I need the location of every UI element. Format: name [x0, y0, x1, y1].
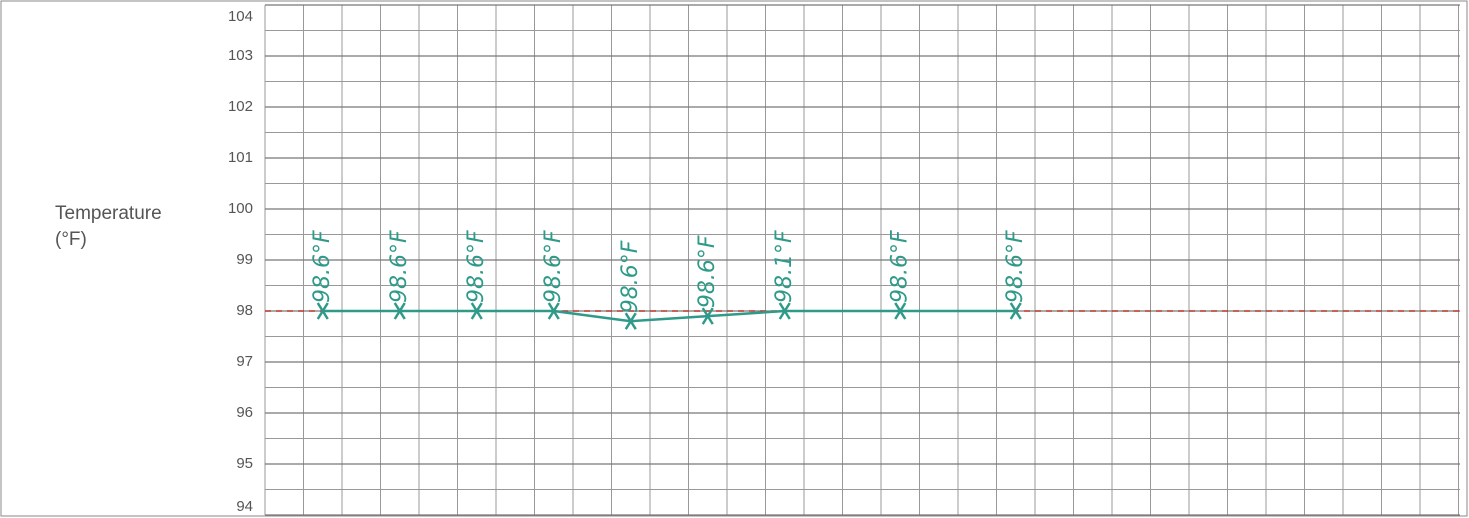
handwritten-label: 98.1°F — [772, 230, 797, 303]
y-tick-label: 104 — [228, 8, 253, 25]
handwritten-label: 98.6°F — [695, 235, 720, 308]
y-axis-label: Temperature — [55, 203, 162, 224]
handwritten-label: 98.6°F — [387, 230, 412, 303]
y-tick-label: 94 — [236, 498, 253, 515]
y-tick-label: 100 — [228, 200, 253, 217]
y-tick-label: 96 — [236, 404, 253, 421]
y-tick-label: 95 — [236, 455, 253, 472]
y-tick-label: 103 — [228, 47, 253, 64]
chart: Temperature (°F) 94 95 96 97 98 99 100 101 102 10… — [0, 0, 1469, 518]
handwritten-label: 98.6°F — [887, 230, 912, 303]
handwritten-label: 98.6°F — [618, 240, 643, 313]
handwritten-label: 98.6°F — [464, 230, 489, 303]
y-tick-label: 97 — [236, 353, 253, 370]
y-tick-label: 101 — [228, 149, 253, 166]
handwritten-label: 98.6°F — [1003, 230, 1028, 303]
handwritten-label: 98.6°F — [541, 230, 566, 303]
y-axis-label: (°F) — [55, 229, 87, 250]
y-tick-label: 102 — [228, 98, 253, 115]
handwritten-label: 98.6°F — [310, 230, 335, 303]
y-tick-label: 98 — [236, 302, 253, 319]
y-tick-label: 99 — [236, 251, 253, 268]
